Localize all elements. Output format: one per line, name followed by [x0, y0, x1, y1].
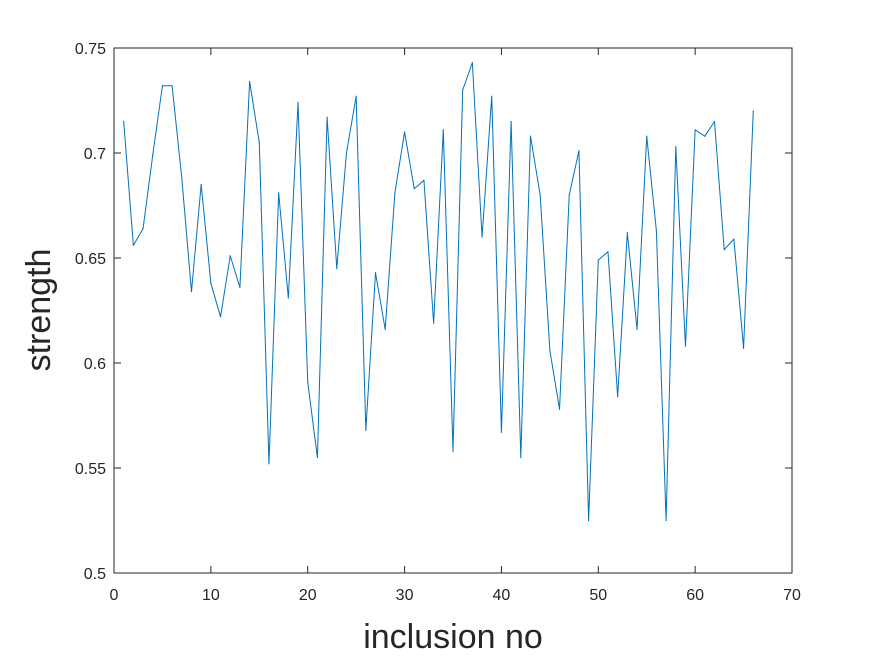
data-point	[752, 110, 754, 112]
y-tick-label: 0.55	[75, 461, 106, 478]
data-point	[413, 188, 415, 190]
data-point	[452, 450, 454, 452]
x-tick-label: 70	[783, 587, 801, 604]
data-point	[423, 179, 425, 181]
series-line	[123, 62, 754, 521]
series-layer	[123, 62, 754, 522]
data-point	[742, 347, 745, 349]
data-point	[462, 89, 464, 91]
y-tick-label: 0.7	[84, 146, 106, 163]
x-axis-ticks: 0 10 20 30 40 50 60 70	[110, 48, 801, 604]
data-point	[403, 131, 406, 133]
data-point	[152, 154, 154, 156]
data-point	[210, 282, 212, 284]
data-point	[655, 230, 658, 232]
data-point	[617, 396, 619, 398]
y-tick-label: 0.75	[75, 41, 106, 58]
data-point	[190, 291, 193, 293]
data-point	[249, 81, 251, 83]
data-point	[597, 259, 599, 261]
x-tick-label: 50	[589, 587, 607, 604]
data-point	[326, 116, 328, 118]
plot-area	[113, 47, 793, 574]
data-point	[278, 192, 280, 194]
data-point	[607, 251, 609, 253]
data-point	[568, 194, 570, 196]
data-point	[374, 272, 377, 274]
data-point	[733, 238, 735, 240]
y-tick-label: 0.65	[75, 251, 106, 268]
data-point	[510, 120, 512, 123]
data-point	[442, 129, 444, 131]
data-point	[345, 152, 348, 154]
data-point	[123, 120, 125, 123]
data-point	[142, 228, 144, 230]
x-axis-label: inclusion no	[363, 618, 543, 656]
data-point	[549, 349, 551, 351]
data-point	[433, 322, 435, 324]
data-point	[626, 232, 628, 234]
x-tick-label: 10	[202, 587, 220, 604]
data-point	[520, 456, 522, 459]
data-point	[675, 146, 677, 148]
x-tick-label: 60	[686, 587, 704, 604]
x-tick-label: 40	[493, 587, 511, 604]
y-axis-ticks: 0.5 0.55 0.6 0.65 0.7 0.75	[75, 41, 792, 583]
data-point	[219, 316, 222, 318]
data-point	[646, 135, 648, 137]
data-point	[539, 194, 541, 196]
x-tick-label: 30	[396, 587, 414, 604]
data-point	[578, 150, 580, 152]
x-tick-label: 20	[299, 587, 317, 604]
data-point	[355, 95, 357, 97]
data-point	[684, 345, 687, 347]
data-point	[258, 141, 260, 144]
data-point	[471, 62, 473, 64]
data-point	[229, 255, 231, 257]
data-point	[268, 463, 270, 465]
data-point	[723, 249, 725, 251]
data-point	[384, 328, 386, 330]
data-point	[181, 177, 183, 179]
data-point	[200, 183, 202, 186]
data-point	[365, 429, 367, 431]
data-point	[491, 95, 493, 97]
data-point	[161, 85, 164, 87]
data-point	[665, 519, 667, 522]
data-point	[500, 431, 503, 433]
y-tick-label: 0.6	[84, 356, 106, 373]
data-point	[704, 135, 706, 137]
data-point	[316, 456, 318, 459]
data-point	[297, 102, 299, 104]
data-point	[171, 85, 173, 87]
data-point	[529, 135, 532, 137]
data-point	[394, 192, 396, 194]
data-point	[336, 267, 338, 270]
y-tick-label: 0.5	[84, 566, 106, 583]
data-point	[636, 328, 638, 330]
y-axis-label: strength	[20, 249, 58, 372]
data-point	[239, 286, 241, 288]
data-point	[132, 244, 134, 246]
data-point	[694, 129, 696, 131]
data-point	[558, 408, 561, 410]
data-point	[287, 297, 289, 299]
data-point	[713, 120, 716, 123]
x-tick-label: 0	[110, 587, 119, 604]
data-point	[307, 381, 309, 383]
data-point	[481, 236, 483, 238]
data-point	[588, 519, 590, 522]
